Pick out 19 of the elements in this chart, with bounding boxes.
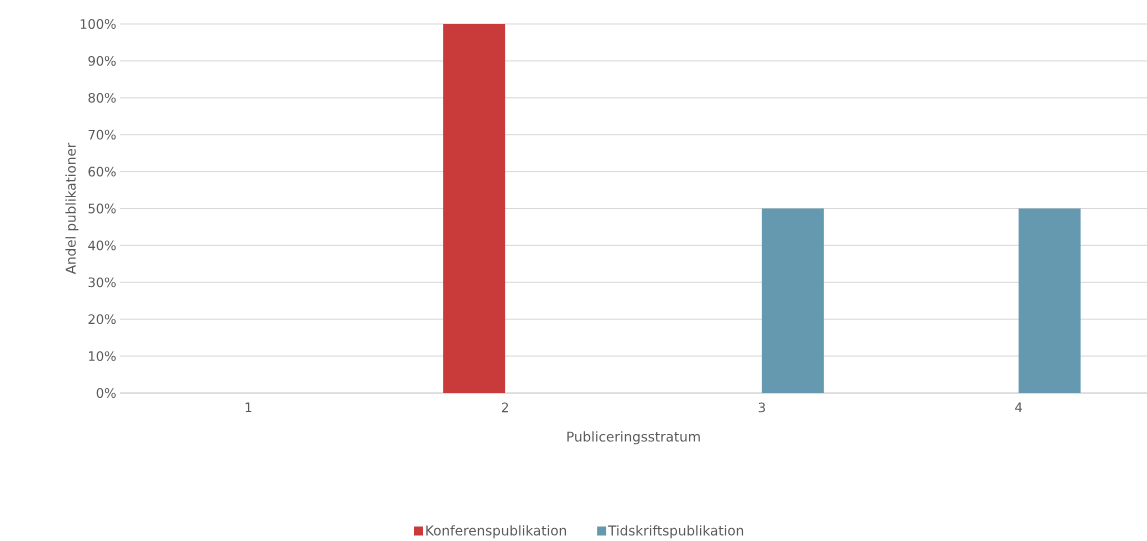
y-tick-label: 70% <box>88 129 116 140</box>
y-tick-label: 50% <box>88 203 116 214</box>
y-tick-label: 100% <box>80 19 116 29</box>
y-axis-title: Andel publikationer <box>65 142 79 275</box>
y-tick-label: 0% <box>96 388 116 398</box>
y-tick-label: 10% <box>89 351 116 362</box>
y-tick-label: 80% <box>88 92 116 103</box>
x-tick-label: 1 <box>245 402 252 413</box>
y-tick-label: 30% <box>88 277 116 288</box>
y-tick-label: 20% <box>88 314 116 325</box>
y-tick-label: 90% <box>88 55 116 66</box>
legend-label: Tidskriftspublikation <box>608 525 744 539</box>
y-tick-label: 60% <box>88 166 116 177</box>
x-axis-title: Publiceringsstratum <box>567 431 700 445</box>
x-tick-label: 2 <box>501 402 508 413</box>
x-tick-label: 4 <box>1015 402 1023 413</box>
y-tick-label: 40% <box>88 240 116 251</box>
legend-label: Konferenspublikation <box>426 525 567 539</box>
x-tick-label: 3 <box>758 402 765 413</box>
